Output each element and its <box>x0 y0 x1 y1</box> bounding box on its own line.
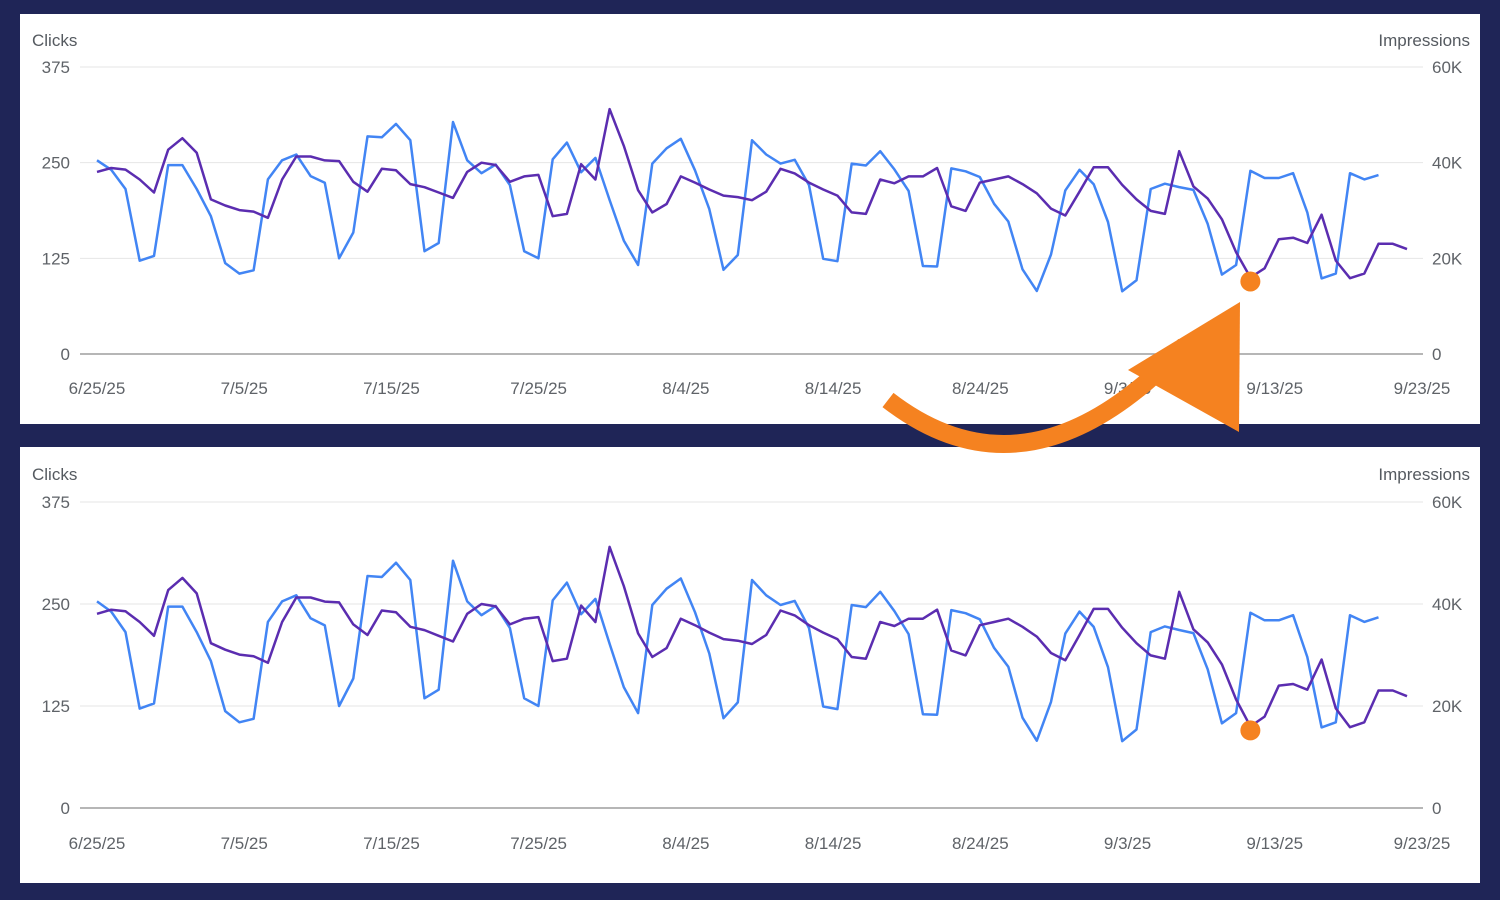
right-axis-title: Impressions <box>1378 31 1470 50</box>
right-tick-label: 20K <box>1432 697 1463 716</box>
x-tick-label: 7/5/25 <box>221 379 268 398</box>
impressions-series-line <box>96 559 1379 743</box>
impressions-series-line <box>96 120 1379 293</box>
right-tick-label: 0 <box>1432 345 1441 364</box>
highlight-point <box>1240 271 1261 292</box>
left-tick-label: 375 <box>42 493 70 512</box>
x-tick-label: 8/4/25 <box>662 379 709 398</box>
chart-panel-bottom: Clicks Impressions 0 0 125 20K 250 40K 375 60K 6… <box>20 447 1480 883</box>
left-tick-label: 125 <box>42 249 70 268</box>
chart-panel-top: Clicks Impressions 0 0 125 20K 250 40K 375 60K 6… <box>20 14 1480 424</box>
right-tick-label: 40K <box>1432 595 1463 614</box>
right-tick-label: 40K <box>1432 154 1463 173</box>
x-tick-label: 7/5/25 <box>221 834 268 853</box>
right-tick-label: 20K <box>1432 249 1463 268</box>
x-tick-label: 9/13/25 <box>1246 834 1303 853</box>
x-tick-label: 7/15/25 <box>363 834 420 853</box>
x-tick-label: 7/25/25 <box>510 379 567 398</box>
x-tick-label: 9/23/25 <box>1394 379 1451 398</box>
x-tick-label: 8/24/25 <box>952 834 1009 853</box>
right-tick-label: 60K <box>1432 493 1463 512</box>
left-tick-label: 0 <box>61 799 70 818</box>
x-tick-label: 6/25/25 <box>69 379 126 398</box>
x-tick-label: 8/14/25 <box>805 379 862 398</box>
x-tick-label: 8/4/25 <box>662 834 709 853</box>
x-tick-label: 7/25/25 <box>510 834 567 853</box>
left-tick-label: 0 <box>61 345 70 364</box>
line-chart-top: 0 0 125 20K 250 40K 375 60K 6/25/25 7/5/25 7/15/25… <box>42 58 1463 398</box>
clicks-series-line <box>96 107 1408 280</box>
x-tick-label: 8/24/25 <box>952 379 1009 398</box>
clicks-series-line <box>96 545 1408 729</box>
x-tick-label: 9/3/25 <box>1104 379 1151 398</box>
x-tick-label: 9/13/25 <box>1246 379 1303 398</box>
x-tick-label: 8/14/25 <box>805 834 862 853</box>
left-tick-label: 250 <box>42 154 70 173</box>
left-tick-label: 375 <box>42 58 70 77</box>
right-axis-title: Impressions <box>1378 465 1470 484</box>
right-tick-label: 0 <box>1432 799 1441 818</box>
x-tick-label: 9/3/25 <box>1104 834 1151 853</box>
left-axis-title: Clicks <box>32 31 78 50</box>
right-tick-label: 60K <box>1432 58 1463 77</box>
x-tick-label: 7/15/25 <box>363 379 420 398</box>
x-tick-label: 9/23/25 <box>1394 834 1451 853</box>
highlight-point <box>1240 720 1261 741</box>
left-axis-title: Clicks <box>32 465 78 484</box>
line-chart-bottom: 0 0 125 20K 250 40K 375 60K 6/25/25 7/5/25 7/15/25… <box>42 493 1463 853</box>
left-tick-label: 125 <box>42 697 70 716</box>
x-tick-label: 6/25/25 <box>69 834 126 853</box>
left-tick-label: 250 <box>42 595 70 614</box>
